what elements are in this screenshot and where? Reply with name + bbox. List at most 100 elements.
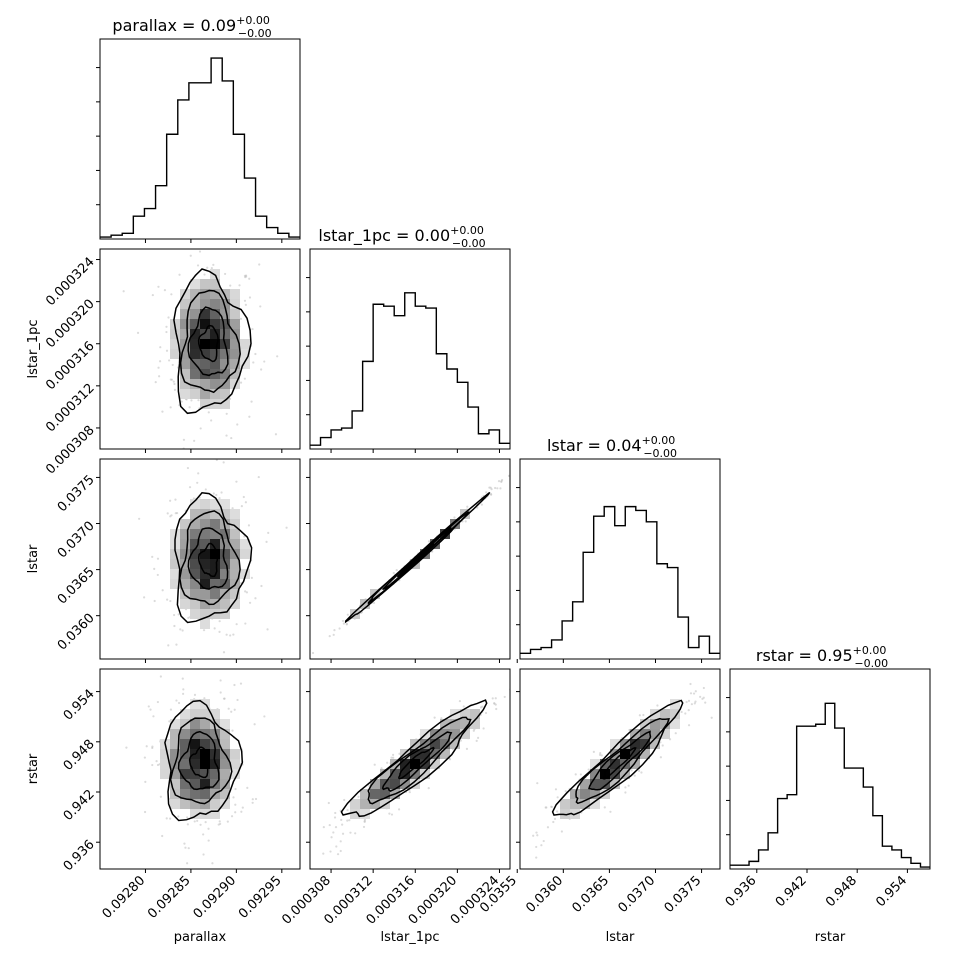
- scatter-point: [285, 526, 288, 529]
- contour-level: [177, 730, 220, 791]
- contour-level: [187, 527, 229, 590]
- scatter-point: [689, 682, 692, 686]
- scatter-point: [144, 780, 147, 783]
- scatter-point: [173, 624, 176, 628]
- density-cell: [220, 799, 230, 809]
- scatter-point: [215, 459, 218, 462]
- x-axis-label-lstar_1pc: lstar_1pc: [381, 930, 440, 945]
- scatter-point: [464, 520, 467, 523]
- scatter-point: [336, 853, 340, 856]
- scatter-point: [579, 773, 582, 776]
- scatter-point: [692, 692, 696, 695]
- scatter-point: [408, 791, 411, 794]
- density-cell: [180, 519, 190, 529]
- scatter-point: [257, 475, 260, 479]
- histogram-parallax: parallax = 0.09+0.00 −0.00: [96, 14, 301, 240]
- scatter-point: [169, 406, 172, 409]
- contour-level: [551, 699, 684, 816]
- scatter-point: [229, 284, 232, 287]
- scatter-point: [251, 327, 254, 331]
- density-cell: [670, 709, 680, 719]
- scatter-point: [265, 540, 268, 543]
- contour-level: [396, 542, 435, 578]
- scatter-point: [263, 715, 266, 718]
- density-cell: [440, 719, 450, 729]
- scatter-point: [229, 634, 232, 637]
- density-cell: [180, 289, 190, 299]
- scatter-point: [251, 801, 254, 804]
- scatter-point: [170, 378, 174, 381]
- density-cell: [240, 339, 250, 349]
- density-cell: [180, 299, 190, 309]
- y-tick-label: 0.942: [61, 787, 98, 824]
- density-cell: [190, 519, 200, 529]
- density-cell: [180, 599, 190, 609]
- scatter-point: [503, 695, 506, 699]
- density-cell: [360, 599, 370, 609]
- scatter-point: [169, 708, 173, 711]
- scatter-point: [241, 806, 244, 809]
- density-cell: [200, 519, 210, 529]
- density-cell: [180, 369, 190, 379]
- scatter-point: [156, 557, 160, 560]
- density-cell: [200, 389, 210, 399]
- scatter-point: [187, 616, 190, 619]
- density-cell: [210, 709, 220, 719]
- density-cell: [220, 519, 230, 529]
- density-cell: [210, 579, 220, 589]
- density-cell: [410, 769, 420, 779]
- density-cell: [180, 309, 190, 319]
- density-cell: [200, 719, 210, 729]
- title-err-plus: +0.00: [450, 224, 484, 237]
- density-cell: [170, 779, 180, 789]
- scatter-point: [202, 629, 206, 632]
- density-cell: [650, 719, 660, 729]
- scatter-point: [186, 816, 189, 819]
- density-cell: [210, 379, 220, 389]
- contour-level: [602, 747, 637, 780]
- scatter-point: [433, 716, 436, 719]
- scatter-point: [661, 744, 664, 747]
- density-cell: [240, 359, 250, 369]
- density-cell: [180, 359, 190, 369]
- density-cell: [610, 759, 620, 769]
- scatter-point: [161, 589, 164, 592]
- scatter-point: [260, 584, 263, 588]
- density-cell: [180, 709, 190, 719]
- scatter-point: [252, 361, 255, 364]
- scatter-point: [546, 826, 550, 829]
- scatter-point: [230, 710, 233, 713]
- scatter-point: [550, 805, 553, 808]
- density-cell: [230, 299, 240, 309]
- scatter-point: [207, 839, 210, 842]
- scatter-point: [603, 806, 606, 809]
- scatter-point: [202, 833, 205, 836]
- scatter-point: [624, 791, 627, 794]
- scatter-point: [362, 825, 366, 829]
- scatter-point: [599, 751, 602, 755]
- scatter-point: [683, 666, 685, 668]
- scatter-point: [674, 732, 677, 735]
- scatter-point: [239, 682, 243, 685]
- scatter-point: [293, 671, 295, 673]
- scatter-panel-parallax-lstar_1pc: [99, 248, 301, 450]
- density-cell: [240, 569, 250, 579]
- density-cell: [350, 809, 360, 819]
- scatter-point: [225, 633, 228, 636]
- density-cell: [450, 719, 460, 729]
- scatter-point: [554, 788, 558, 791]
- density-cell: [180, 799, 190, 809]
- scatter-point: [357, 795, 360, 798]
- density-cell: [230, 529, 240, 539]
- density-cell: [220, 719, 230, 729]
- scatter-point: [494, 703, 497, 706]
- density-cell: [220, 779, 230, 789]
- density-cell: [200, 599, 210, 609]
- contour-level: [344, 491, 491, 624]
- scatter-point: [204, 820, 207, 824]
- density-cell: [230, 379, 240, 389]
- y-tick-label: 0.936: [61, 837, 98, 874]
- scatter-point: [248, 296, 252, 299]
- density-cell: [220, 379, 230, 389]
- density-cell: [210, 499, 220, 509]
